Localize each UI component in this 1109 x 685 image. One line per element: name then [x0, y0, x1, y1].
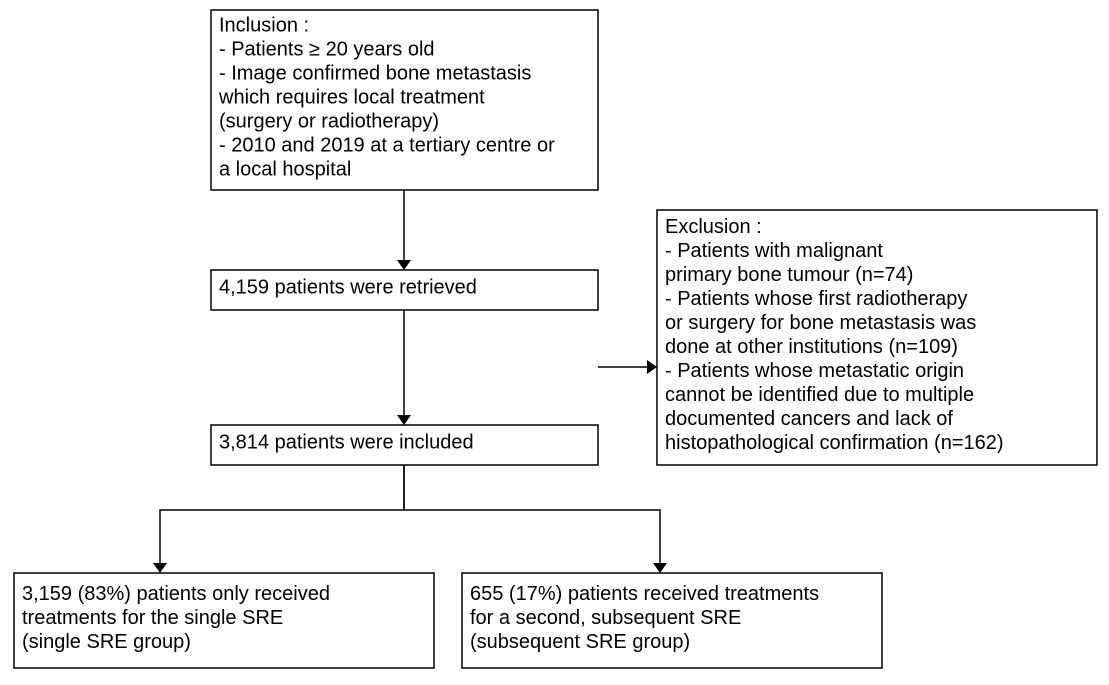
box-inclusion-line-4: (surgery or radiotherapy) — [219, 111, 439, 133]
box-exclusion-line-3: - Patients whose first radiotherapy — [665, 288, 967, 310]
box-inclusion-line-0: Inclusion : — [219, 15, 309, 37]
arrow-inclusion-to-retrieved-head — [397, 260, 411, 270]
box-single-line-0: 3,159 (83%) patients only received — [22, 583, 330, 605]
box-included: 3,814 patients were included — [211, 425, 598, 465]
box-exclusion-line-6: - Patients whose metastatic origin — [665, 360, 964, 382]
box-exclusion-line-2: primary bone tumour (n=74) — [665, 264, 913, 286]
arrow-retrieved-to-exclusion-head — [647, 360, 657, 374]
box-retrieved: 4,159 patients were retrieved — [211, 270, 598, 310]
box-subsequent: 655 (17%) patients received treatmentsfo… — [462, 573, 882, 668]
arrow-included-to-subsequent — [404, 465, 660, 563]
box-subsequent-line-1: for a second, subsequent SRE — [470, 607, 741, 629]
box-subsequent-line-0: 655 (17%) patients received treatments — [470, 583, 819, 605]
box-included-line-0: 3,814 patients were included — [219, 432, 474, 454]
flowchart: Inclusion : - Patients ≥ 20 years old - … — [0, 0, 1109, 685]
arrow-included-to-subsequent-head — [653, 563, 667, 573]
box-inclusion-line-2: - Image confirmed bone metastasis — [219, 63, 531, 85]
box-subsequent-line-2: (subsequent SRE group) — [470, 631, 690, 653]
box-exclusion-line-9: histopathological confirmation (n=162) — [665, 432, 1004, 454]
box-single-line-1: treatments for the single SRE — [22, 607, 283, 629]
box-single-line-2: (single SRE group) — [22, 631, 191, 653]
arrow-included-to-single — [160, 465, 404, 563]
arrow-included-to-single-head — [153, 563, 167, 573]
box-retrieved-line-0: 4,159 patients were retrieved — [219, 277, 477, 299]
box-exclusion-line-1: - Patients with malignant — [665, 240, 883, 262]
arrow-retrieved-to-included-head — [397, 415, 411, 425]
box-exclusion-line-7: cannot be identified due to multiple — [665, 384, 974, 406]
box-exclusion: Exclusion : - Patients with malignant pr… — [657, 210, 1097, 465]
box-inclusion-line-1: - Patients ≥ 20 years old — [219, 39, 435, 61]
box-inclusion-line-3: which requires local treatment — [218, 87, 485, 109]
box-inclusion-line-5: - 2010 and 2019 at a tertiary centre or — [219, 135, 555, 157]
box-exclusion-line-8: documented cancers and lack of — [665, 408, 953, 430]
box-inclusion: Inclusion : - Patients ≥ 20 years old - … — [211, 10, 598, 190]
box-exclusion-line-5: done at other institutions (n=109) — [665, 336, 958, 358]
box-inclusion-line-6: a local hospital — [219, 159, 351, 181]
box-exclusion-line-4: or surgery for bone metastasis was — [665, 312, 976, 334]
box-single: 3,159 (83%) patients only receivedtreatm… — [14, 573, 434, 668]
box-exclusion-line-0: Exclusion : — [665, 216, 762, 238]
